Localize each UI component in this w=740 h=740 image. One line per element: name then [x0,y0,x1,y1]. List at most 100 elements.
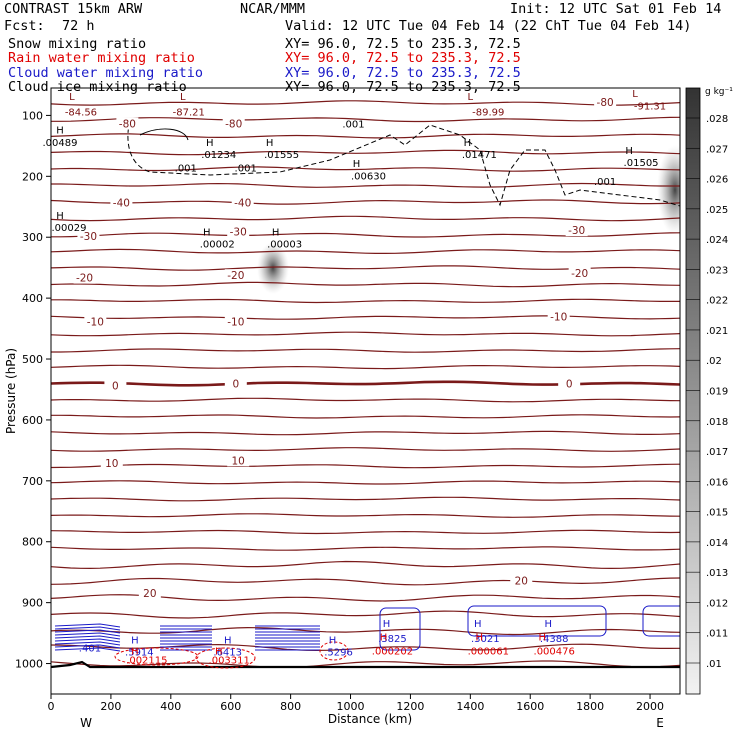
org-label: NCAR/MMM [240,1,306,17]
isotherm-label: -20 [571,268,588,280]
field-label-cloud-ice: Cloud ice mixing ratio [8,79,187,95]
field-xy-snow: XY= 96.0, 72.5 to 235.3, 72.5 [285,36,521,52]
label-bg [227,454,250,467]
isotherm-line [51,331,680,337]
colorbar-tick-label: .016 [706,477,728,488]
isotherm-label: -40 [113,198,130,210]
cloud-water-contour [54,641,121,646]
x-axis-label: Distance (km) [328,712,412,726]
extremum-label: .5296 [324,648,353,659]
isotherm-line [51,364,680,370]
colorbar-tick-label: .019 [706,387,728,398]
label-bg [84,315,107,328]
isotherm-label: -20 [227,270,244,282]
isotherm-label: -20 [76,273,93,285]
label-bg [231,196,254,209]
label-bg [594,96,617,109]
extremum-label: H [383,619,391,630]
extremum-label: .00029 [51,223,86,234]
rain-contour [319,641,349,661]
isotherm-line [51,380,680,387]
isotherm-line [51,463,680,469]
extremum-label: .001 [342,120,364,131]
colorbar-tick-label: .026 [706,175,728,186]
extremum-label: .01471 [462,150,497,161]
x-tick-label: 600 [220,700,241,713]
field-xy-cloud-water: XY= 96.0, 72.5 to 235.3, 72.5 [285,65,521,81]
field-label-cloud-water: Cloud water mixing ratio [8,65,204,81]
extremum-label: H [538,632,546,643]
snow-shading [257,145,680,294]
isotherm-line [51,232,680,238]
label-bg [565,224,588,237]
isotherm-label: 0 [112,380,119,392]
contour-labels: -80 -80 -80 -40 -40 -30 -30 -30 -20 -20 -20 -10 -10 -… [42,89,666,666]
colorbar-tick-label: .024 [706,235,728,246]
extremum-label: L [69,92,75,103]
extremum-label: .6413 [213,648,242,659]
label-bg [73,271,96,284]
colorbar-tick-label: .01 [706,659,722,670]
isotherm-line [51,315,680,320]
extremum-label: -87.21 [173,107,205,118]
x-tick-label: 1800 [576,700,604,713]
extremum-label: .000476 [534,646,575,657]
extremum-label: .3021 [471,634,500,645]
isotherm-label: -10 [87,316,104,328]
extremum-label: H [215,646,223,657]
x-tick-label: 400 [160,700,181,713]
isotherm-label: 0 [232,379,239,391]
isotherm-label: 0 [566,379,573,391]
x-tick-label: 0 [48,700,55,713]
extremum-label: .01505 [624,158,659,169]
isotherm-label: 20 [143,588,156,600]
isotherm-line [51,610,680,619]
cloud-water-contour [467,605,607,637]
isotherm-line [51,116,680,123]
colorbar-tick-label: .015 [706,508,728,519]
isotherm-line [51,298,680,304]
extremum-label: .4388 [540,634,569,645]
isotherm-line [51,529,680,535]
extremum-label: .00630 [351,171,386,182]
extremum-label: L [180,92,186,103]
label-bg [510,574,533,587]
colorbar-tick-label: .025 [706,205,728,216]
label-bg [224,315,247,328]
label-bg [116,117,139,130]
isotherm-line [51,100,680,106]
extremum-label: H [380,632,388,643]
colorbar-tick-label: .014 [706,538,728,549]
isotherm-line [51,414,680,419]
extremum-label: H [266,138,274,149]
valid-time: Valid: 12 UTC Tue 04 Feb 14 (22 ChT Tue … [285,18,692,34]
extremum-label: H [131,635,139,646]
y-tick-label: 100 [22,109,43,122]
extremum-label: H [203,227,211,238]
extremum-label: .000202 [372,646,413,657]
isotherm-label: -30 [80,231,97,243]
cloud-water-contour [54,647,121,652]
extremum-label: .001 [235,163,257,174]
field-label-rain: Rain water mixing ratio [8,50,195,66]
y-tick-label: 300 [22,231,43,244]
extremum-label: H [474,619,482,630]
isotherm-label: -80 [225,119,242,131]
extremum-label: H [464,138,472,149]
label-bg [568,266,591,279]
extremum-label: H [625,146,633,157]
extremum-label: H [206,138,214,149]
extremum-label: H [544,619,552,630]
extremum-label: .00003 [267,240,302,251]
isotherm-line [51,199,680,205]
x-axis: 0 200 400 600 800 1000 1200 1400 1600 1800 2000 [48,694,664,713]
isotherm-line [51,546,680,551]
isotherm-line [51,496,680,502]
plot-frame [50,87,681,695]
isotherm-line [51,560,680,570]
isotherm-line [51,133,680,139]
isotherm-label: 10 [232,455,245,467]
extremum-label: H [131,646,139,657]
cloud-water-contour [642,605,680,637]
